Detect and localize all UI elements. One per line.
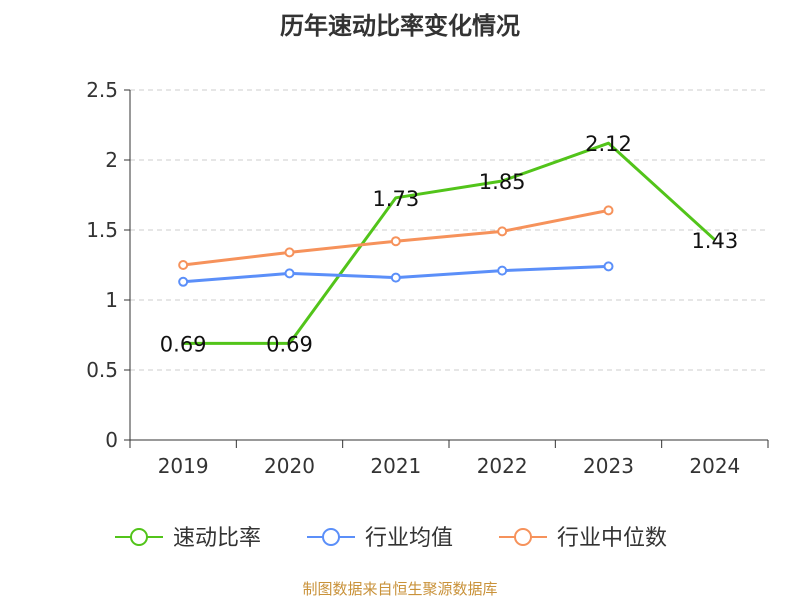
y-tick-label: 2.5 xyxy=(86,78,118,102)
data-label: 1.85 xyxy=(479,170,526,194)
data-point xyxy=(603,205,614,216)
x-tick-label: 2021 xyxy=(370,454,421,478)
data-label: 1.73 xyxy=(372,187,419,211)
data-point xyxy=(497,265,508,276)
chart-title: 历年速动比率变化情况 xyxy=(280,12,520,40)
data-point xyxy=(284,268,295,279)
y-tick-label: 0 xyxy=(105,428,118,452)
data-label: 0.69 xyxy=(160,332,207,356)
y-tick-label: 2 xyxy=(105,148,118,172)
y-axis: 0 0.5 1 1.5 2 2.5 xyxy=(86,78,131,452)
data-point xyxy=(497,226,508,237)
legend: 速动比率 行业均值 行业中位数 xyxy=(115,526,667,551)
data-label: 2.12 xyxy=(585,132,632,156)
data-label: 0.69 xyxy=(266,332,313,356)
legend-item-3: 行业中位数 xyxy=(499,526,667,551)
legend-label: 行业均值 xyxy=(365,526,453,551)
x-tick-label: 2019 xyxy=(158,454,209,478)
x-tick-label: 2020 xyxy=(264,454,315,478)
data-label: 1.43 xyxy=(691,229,738,253)
data-labels: 0.69 0.69 1.73 1.85 2.12 1.43 xyxy=(160,132,738,356)
data-point xyxy=(284,247,295,258)
legend-marker xyxy=(322,528,340,546)
y-tick-label: 1 xyxy=(105,288,118,312)
grid-lines xyxy=(130,89,768,371)
legend-item-1: 速动比率 xyxy=(115,526,261,551)
data-point xyxy=(178,260,189,270)
x-tick-label: 2023 xyxy=(583,454,634,478)
y-tick-label: 1.5 xyxy=(86,218,118,242)
y-tick-label: 0.5 xyxy=(86,358,118,382)
legend-marker xyxy=(130,528,148,546)
legend-item-2: 行业均值 xyxy=(307,526,453,551)
series-line-1 xyxy=(183,141,716,345)
data-point xyxy=(390,236,401,247)
legend-marker xyxy=(514,528,532,546)
x-tick-label: 2024 xyxy=(689,454,740,478)
series-layer xyxy=(178,141,716,345)
data-point xyxy=(390,272,401,283)
x-tick-label: 2022 xyxy=(477,454,528,478)
x-axis: 2019 2020 2021 2022 2023 2024 xyxy=(129,439,769,478)
data-point xyxy=(178,276,189,287)
data-point xyxy=(603,261,614,272)
source-note: 制图数据来自恒生聚源数据库 xyxy=(302,580,498,598)
legend-label: 行业中位数 xyxy=(557,526,667,551)
legend-label: 速动比率 xyxy=(173,526,261,551)
